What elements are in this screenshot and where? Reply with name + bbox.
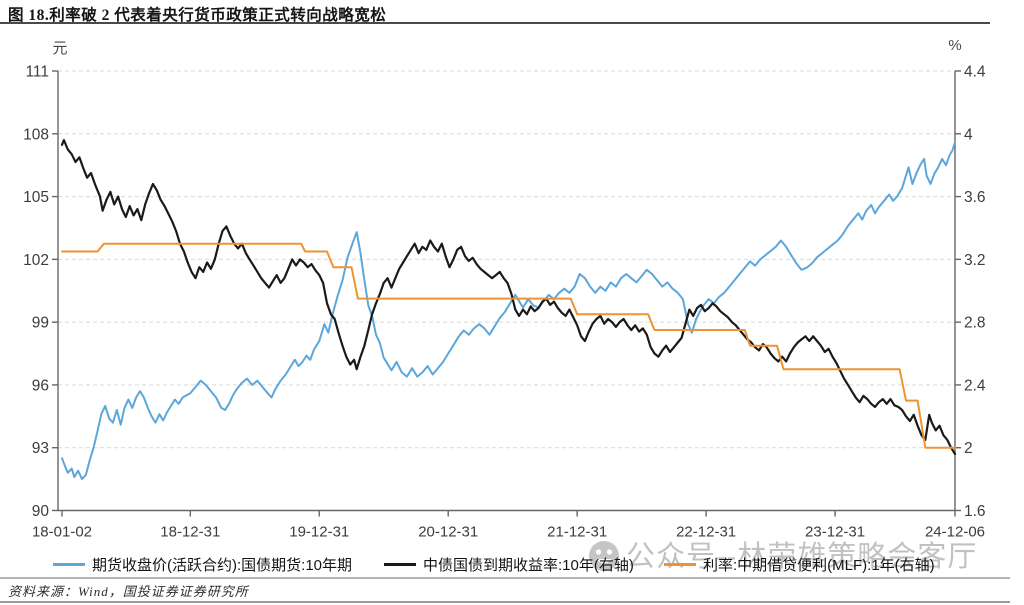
left-axis-tick-label: 105 (23, 189, 49, 206)
source-note: 资料来源：Wind，国投证券证券研究所 (8, 584, 249, 599)
series-line-0 (61, 141, 956, 481)
footer-rule-top (0, 577, 1010, 579)
left-axis-tick-label: 96 (32, 377, 49, 394)
watermark: 公众号--林荣雄策略会客厅 (588, 540, 977, 574)
x-axis-tick-label: 18-01-02 (32, 524, 92, 541)
x-axis-tick-label: 19-12-31 (289, 524, 349, 541)
legend-item-futures: 期货收盘价(活跃合约):国债期货:10年期 (53, 554, 352, 575)
right-axis-tick-label: 1.6 (964, 503, 986, 520)
left-axis-unit-label: 元 (52, 40, 68, 57)
legend-label-yield: 中债国债到期收益率:10年(右轴) (423, 557, 634, 574)
watermark-text: 公众号--林荣雄策略会客厅 (626, 541, 978, 573)
left-axis-tick-label: 93 (32, 440, 49, 457)
series-line-2 (61, 242, 956, 449)
legend-swatch-futures (53, 563, 85, 566)
x-axis-tick-label: 23-12-31 (805, 524, 865, 541)
right-axis-tick-label: 4.4 (964, 64, 986, 81)
x-axis-tick-label: 18-12-31 (160, 524, 220, 541)
right-axis-tick-label: 2.4 (964, 377, 986, 394)
chart-legend: 期货收盘价(活跃合约):国债期货:10年期 中债国债到期收益率:10年(右轴) … (0, 554, 1024, 578)
legend-swatch-yield (384, 563, 416, 566)
right-axis-tick-label: 3.6 (964, 189, 986, 206)
legend-swatch-mlf (664, 563, 696, 566)
figure-title: 图 18.利率破 2 代表着央行货币政策正式转向战略宽松 (8, 7, 387, 24)
right-axis-unit-label: % (948, 37, 962, 54)
legend-item-mlf: 利率:中期借贷便利(MLF):1年(右轴) (664, 554, 935, 575)
left-axis-tick-label: 90 (32, 503, 50, 520)
right-axis-tick-label: 3.2 (964, 252, 986, 269)
x-axis-tick-label: 22-12-31 (676, 524, 736, 541)
series-line-1 (60, 139, 957, 456)
left-axis-tick-label: 99 (32, 315, 49, 332)
legend-label-mlf: 利率:中期借贷便利(MLF):1年(右轴) (703, 557, 935, 574)
legend-label-futures: 期货收盘价(活跃合约):国债期货:10年期 (92, 557, 353, 574)
emoji-face-icon (588, 540, 620, 572)
left-axis-tick-label: 108 (23, 126, 49, 143)
x-axis-tick-label: 20-12-31 (418, 524, 478, 541)
legend-item-yield: 中债国债到期收益率:10年(右轴) (384, 554, 634, 575)
right-axis-tick-label: 2 (964, 440, 973, 457)
title-rule (0, 22, 990, 24)
footer-rule-bottom (0, 601, 1010, 603)
left-axis-tick-label: 102 (23, 252, 49, 269)
left-axis-tick-label: 111 (25, 64, 49, 81)
right-axis-tick-label: 2.8 (964, 315, 986, 332)
right-axis-tick-label: 4 (964, 126, 973, 143)
x-axis-tick-label: 24-12-06 (925, 524, 985, 541)
x-axis-tick-label: 21-12-31 (547, 524, 607, 541)
